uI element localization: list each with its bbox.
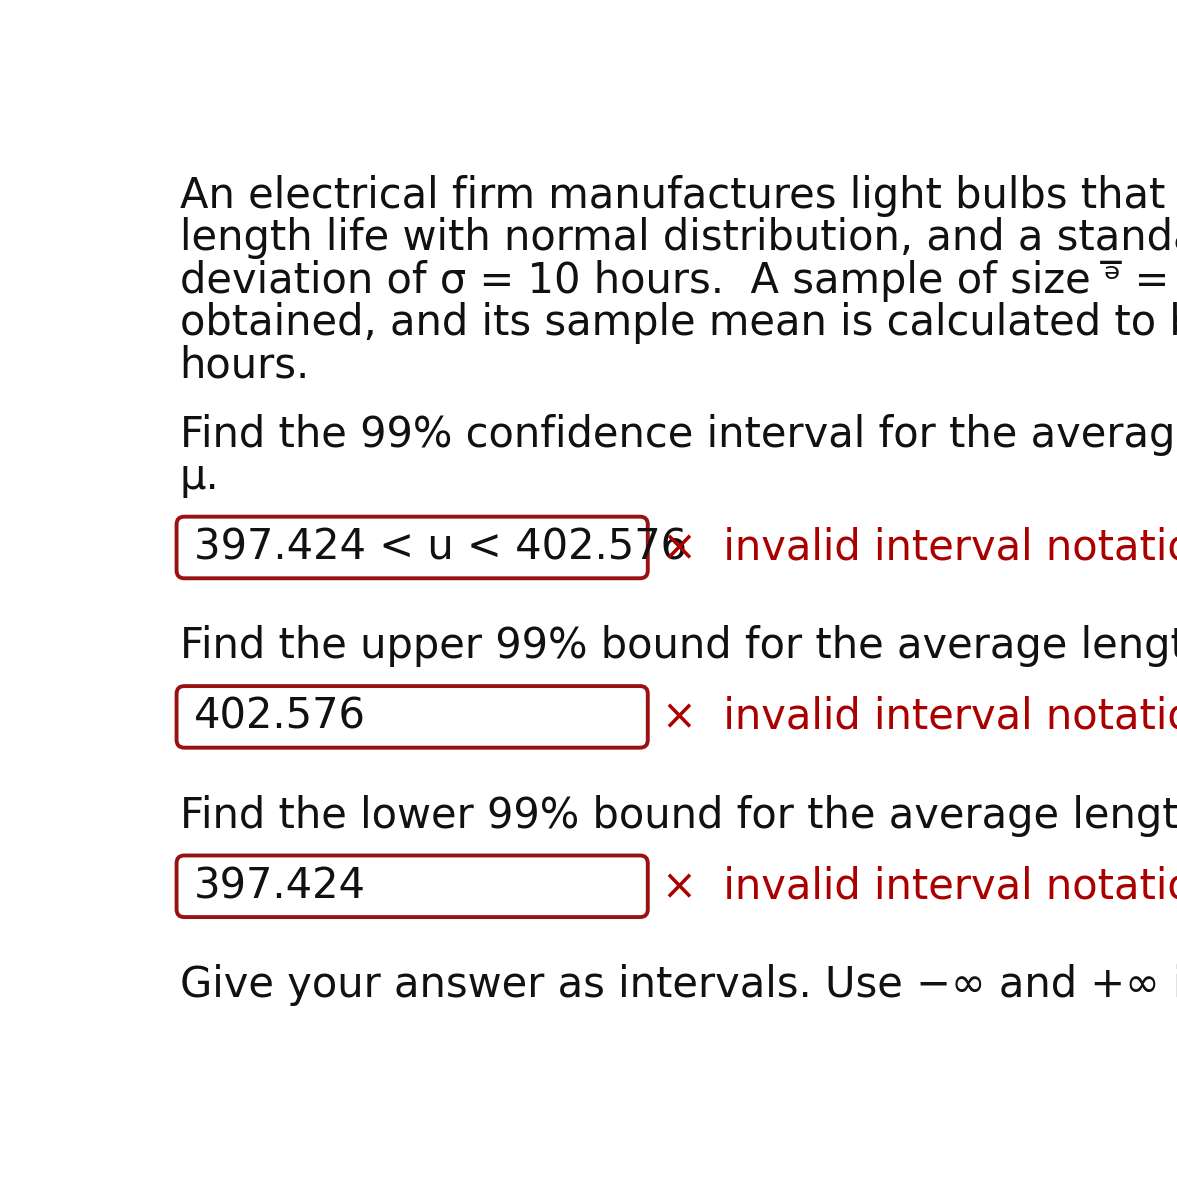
Text: 397.424: 397.424 [194,865,366,907]
FancyBboxPatch shape [177,856,647,917]
Text: Give your answer as intervals. Use −∞ and +∞ if needed.: Give your answer as intervals. Use −∞ an… [180,964,1177,1006]
FancyBboxPatch shape [177,686,647,748]
Text: Find the lower 99% bound for the average length life μ.: Find the lower 99% bound for the average… [180,794,1177,836]
Text: ×  invalid interval notation.: × invalid interval notation. [661,527,1177,569]
Text: ×  invalid interval notation.: × invalid interval notation. [661,696,1177,738]
Text: 397.424 < u < 402.576: 397.424 < u < 402.576 [194,527,686,569]
Text: obtained, and its sample mean is calculated to be χ̅ = 400: obtained, and its sample mean is calcula… [180,302,1177,344]
Text: μ.: μ. [180,456,219,498]
Text: ×  invalid interval notation.: × invalid interval notation. [661,865,1177,907]
Text: deviation of σ = 10 hours.  A sample of size ᵊ̅ = 100 is: deviation of σ = 10 hours. A sample of s… [180,259,1177,301]
Text: An electrical firm manufactures light bulbs that have a: An electrical firm manufactures light bu… [180,175,1177,217]
FancyBboxPatch shape [177,517,647,578]
Text: Find the 99% confidence interval for the average length life: Find the 99% confidence interval for the… [180,414,1177,456]
Text: Find the upper 99% bound for the average length life μ.: Find the upper 99% bound for the average… [180,625,1177,667]
Text: hours.: hours. [180,344,310,386]
Text: 402.576: 402.576 [194,696,366,738]
Text: length life with normal distribution, and a standard: length life with normal distribution, an… [180,217,1177,259]
